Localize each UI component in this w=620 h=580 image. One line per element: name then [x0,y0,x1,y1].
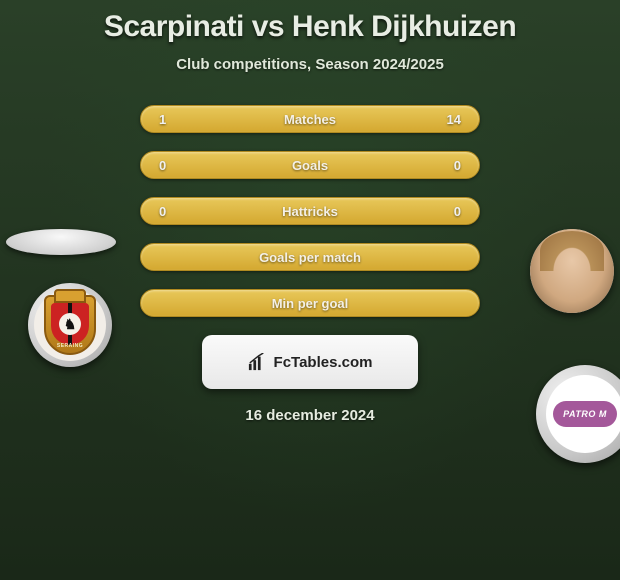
page-title: Scarpinati vs Henk Dijkhuizen [0,10,620,44]
brand-text: FcTables.com [274,354,373,371]
stat-label: Matches [284,112,336,127]
crest-team-tag: SERAING [46,343,94,349]
bars-icon [248,353,266,371]
stat-right: 0 [441,204,461,219]
stats-block: ♞ SERAING PATRO M Patronaat in stijl 1 M… [0,105,620,317]
stat-left: 0 [159,158,179,173]
stat-label: Hattricks [282,204,338,219]
stat-bar-hattricks: 0 Hattricks 0 [140,197,480,225]
sponsor-sub: Patronaat in stijl [546,421,620,427]
brand-link[interactable]: FcTables.com [202,335,418,389]
stat-label: Min per goal [272,296,349,311]
stat-right: 14 [441,112,461,127]
stat-label: Goals per match [259,250,361,265]
stat-bar-matches: 1 Matches 14 [140,105,480,133]
snapshot-date: 16 december 2024 [0,407,620,424]
stat-bar-goals: 0 Goals 0 [140,151,480,179]
stat-label: Goals [292,158,328,173]
stat-bar-goals-per-match: Goals per match [140,243,480,271]
stat-left: 0 [159,204,179,219]
season-subtitle: Club competitions, Season 2024/2025 [0,56,620,73]
stat-bar-min-per-goal: Min per goal [140,289,480,317]
stat-right: 0 [441,158,461,173]
stat-left: 1 [159,112,179,127]
